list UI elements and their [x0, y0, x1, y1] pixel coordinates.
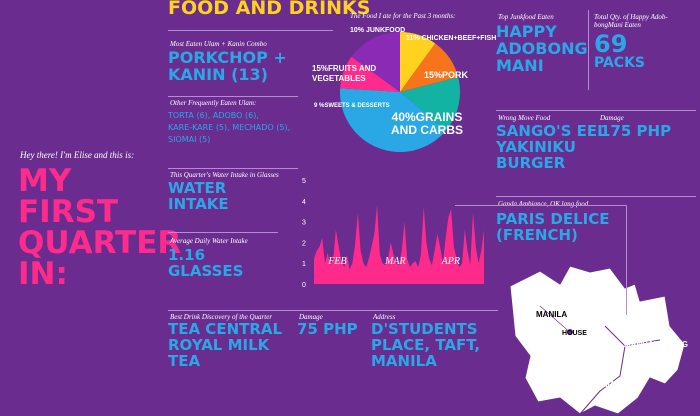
y-tick-label: 1: [302, 261, 306, 268]
pie-label-chicken: 11% CHICKEN+BEEF+FISH: [406, 35, 497, 42]
junkfood-label: Top Junkfood Eaten: [498, 13, 554, 21]
others-line: SIOMAI (5): [168, 135, 211, 144]
address-label: Address: [373, 313, 396, 321]
avg-water-line: 1.16: [168, 246, 206, 264]
intro-greeting: Hey there! I'm Elise and this is:: [20, 150, 135, 160]
qty-value: 69 PACKS: [594, 32, 645, 70]
month-label: FEB: [327, 256, 346, 267]
y-tick-label: 5: [302, 178, 306, 185]
address-value: D'STUDENTS PLACE, TAFT, MANILA: [371, 320, 481, 370]
map: [509, 266, 686, 415]
wrong-damage-label: Damage: [600, 114, 624, 122]
intro-title-line: FIRST: [18, 194, 119, 230]
pie-title: The Food I ate for the Past 3 months:: [350, 12, 456, 20]
address-line: D'STUDENTS: [371, 320, 478, 338]
map-district-lines: [579, 325, 661, 415]
ambiance-label: Ganda Ambiance, OK lang food: [498, 200, 589, 208]
ulam-label: Most Eaten Ulam + Kanin Combo: [170, 40, 267, 48]
water-chart: 0 1 2 3 4 5 FEB MAR APR: [302, 178, 484, 289]
others-line: KARE-KARE (5), MECHADO (5),: [168, 123, 291, 132]
water-area-series: [314, 205, 484, 284]
ulam-line: KANIN (13): [168, 64, 268, 84]
map-label-makati: MAKATI: [603, 380, 634, 389]
map-label-manila: MANILA: [536, 310, 568, 319]
drink-damage-value: 75 PHP: [297, 320, 358, 338]
wrong-line: BURGER: [496, 153, 566, 172]
y-tick-label: 4: [302, 199, 306, 206]
water-line: WATER: [168, 179, 227, 197]
pie-slice: [351, 32, 400, 92]
qty-label: Total Qty. of Happy Adob- bongMani Eaten: [594, 13, 698, 29]
pie-label-pork: 15%PORK: [424, 70, 469, 80]
others-list: TORTA (6), ADOBO (6), KARE-KARE (5), MEC…: [168, 110, 290, 146]
pie-slice: [340, 88, 447, 153]
drink-value: TEA CENTRAL ROYAL MILK TEA: [168, 320, 283, 370]
intro-title-line: QUARTER: [18, 225, 182, 261]
water-value: WATER INTAKE: [168, 179, 229, 213]
map-outline: [509, 266, 686, 415]
wrong-damage-value: 175 PHP: [600, 122, 672, 140]
map-label-house: HOUSE: [562, 330, 587, 337]
junkfood-line: MANI: [496, 55, 544, 75]
intro-title-line: MY: [18, 163, 72, 199]
pie-slice: [400, 77, 460, 131]
ambiance-line: PARIS DELICE: [496, 210, 610, 228]
pie-label-fruits: 15%FRUITS AND VEGETABLES: [312, 64, 377, 83]
page-title: FOOD AND DRINKS: [168, 0, 371, 19]
water-label: This Quarter's Water Intake in Glasses: [170, 171, 279, 179]
y-tick-label: 0: [302, 282, 306, 289]
drink-damage-label: Damage: [299, 313, 323, 321]
qty-label-line: bongMani Eaten: [594, 21, 641, 29]
intro-title-line: IN:: [18, 256, 68, 292]
junkfood-value: HAPPY ADOBONG MANI: [496, 22, 588, 75]
others-label: Other Frequently Eaten Ulam:: [170, 99, 257, 107]
month-label: APR: [441, 256, 460, 267]
wrong-line: YAKINIKU: [496, 137, 576, 156]
water-line: INTAKE: [168, 194, 229, 213]
others-line: TORTA (6), ADOBO (6),: [168, 111, 259, 120]
drink-line: TEA: [168, 351, 201, 370]
pie-slice: [400, 43, 459, 92]
pie-slice: [400, 32, 436, 92]
drink-label: Best Drink Discovery of the Quarter: [170, 313, 273, 321]
junkfood-line: HAPPY: [496, 22, 557, 41]
qty-number: 69: [594, 30, 628, 58]
y-tick-label: 3: [302, 220, 306, 227]
avg-water-value: 1.16 GLASSES: [168, 246, 244, 280]
qty-unit: PACKS: [594, 55, 646, 71]
y-tick-label: 2: [302, 240, 306, 247]
month-label: MAR: [384, 256, 406, 267]
pie-label-sweets: 9 %SWEETS & DESSERTS: [314, 103, 390, 109]
wrong-label: Wrong Move Food: [498, 114, 551, 122]
pie-label-junk: 10% JUNKFOOD: [350, 27, 406, 34]
ambiance-line: (FRENCH): [496, 225, 578, 244]
address-line: PLACE, TAFT,: [371, 335, 481, 354]
pie-slice: [340, 56, 400, 92]
wrong-line: SANGO'S EEL: [496, 122, 607, 140]
ulam-line: PORKCHOP +: [168, 48, 287, 67]
ambiance-value: PARIS DELICE (FRENCH): [496, 210, 610, 244]
avg-water-label: Average Daily Water Intake: [170, 237, 248, 245]
drink-line: TEA CENTRAL: [168, 320, 283, 338]
address-line: MANILA: [371, 351, 437, 370]
avg-water-line: GLASSES: [168, 261, 244, 280]
junkfood-line: ADOBONG: [496, 38, 588, 58]
pie-chart: [340, 32, 460, 153]
qty-label-line: Total Qty. of Happy Adob-: [594, 13, 668, 21]
wrong-value: SANGO'S EEL YAKINIKU BURGER: [496, 122, 607, 172]
pie-label-grains: 40%GRAINS AND CARBS: [391, 110, 463, 137]
map-connector: [539, 305, 573, 335]
ulam-value: PORKCHOP + KANIN (13): [168, 48, 287, 84]
intro-title: MY FIRST QUARTER IN:: [18, 166, 181, 290]
map-label-mandaluyong: MANDALUYONG: [624, 340, 688, 349]
drink-line: ROYAL MILK: [168, 335, 270, 354]
